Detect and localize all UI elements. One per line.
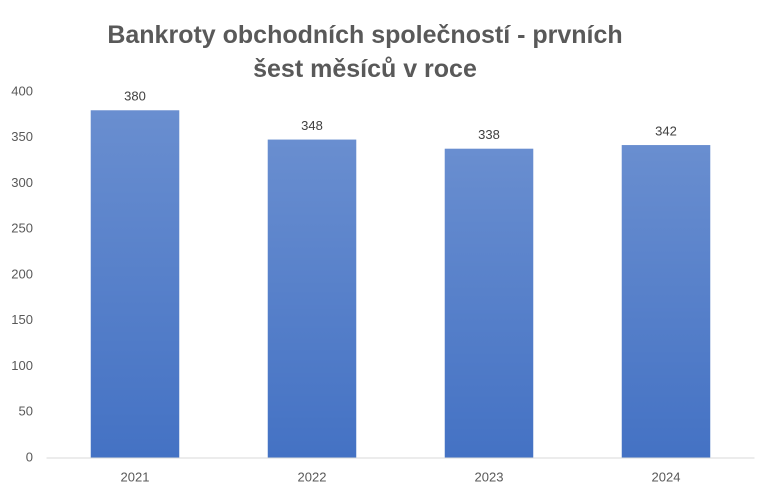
y-tick-label: 400 [11,83,33,98]
x-tick-label: 2021 [121,469,150,484]
data-label: 380 [124,89,146,104]
bar [621,145,711,458]
y-tick-label: 150 [11,312,33,327]
x-tick-label: 2022 [298,469,327,484]
data-label: 348 [301,118,323,133]
y-tick-label: 350 [11,129,33,144]
x-tick-label: 2024 [652,469,681,484]
chart-title: Bankroty obchodních společností - prvníc… [107,21,623,83]
y-tick-label: 50 [19,404,33,419]
y-tick-label: 200 [11,266,33,281]
y-tick-label: 100 [11,358,33,373]
y-tick-label: 250 [11,221,33,236]
x-tick-label: 2023 [475,469,504,484]
data-label: 338 [478,127,500,142]
bar [267,139,357,458]
y-tick-label: 0 [26,449,33,464]
data-label: 342 [655,124,677,139]
bar [90,110,180,459]
bar [444,148,534,459]
y-tick-label: 300 [11,175,33,190]
